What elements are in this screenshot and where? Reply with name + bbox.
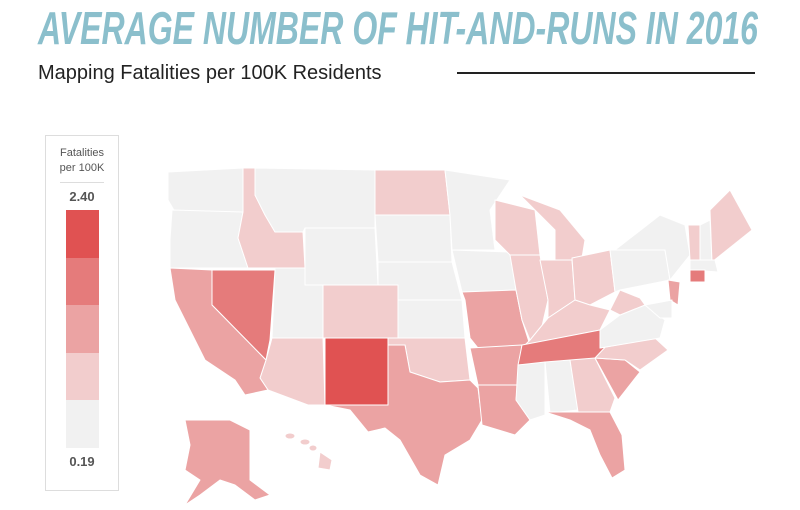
legend-swatch <box>66 352 99 400</box>
region <box>451 249 517 293</box>
legend-swatch <box>66 400 99 448</box>
legend-swatch <box>66 305 99 353</box>
region <box>667 279 681 306</box>
legend-swatch <box>66 257 99 305</box>
region <box>374 214 453 263</box>
region <box>644 299 673 319</box>
region <box>544 411 626 479</box>
region <box>322 284 399 339</box>
legend: Fatalities per 100K 2.40 0.19 <box>45 135 119 491</box>
legend-max: 2.40 <box>69 189 95 204</box>
region <box>169 267 269 396</box>
region <box>689 269 706 283</box>
region <box>317 451 333 471</box>
region <box>444 169 511 251</box>
region <box>254 167 376 233</box>
region <box>169 209 249 269</box>
region <box>167 167 244 213</box>
region <box>308 444 318 452</box>
region <box>184 419 271 506</box>
region <box>609 289 646 316</box>
region <box>374 169 451 216</box>
us-map <box>167 167 753 506</box>
region <box>259 337 326 406</box>
legend-min: 0.19 <box>69 453 95 469</box>
region <box>304 227 379 286</box>
region <box>299 438 311 446</box>
region <box>709 189 753 263</box>
region <box>569 357 616 413</box>
region <box>515 361 546 421</box>
legend-rule <box>60 182 104 183</box>
region <box>324 344 483 486</box>
region <box>469 344 523 386</box>
region <box>284 432 296 440</box>
region <box>687 224 701 261</box>
region <box>609 249 671 293</box>
subtitle: Mapping Fatalities per 100K Residents <box>38 62 382 84</box>
legend-swatch <box>66 210 99 258</box>
title: AVERAGE NUMBER OF HIT-AND-RUNS IN 2016 <box>37 2 758 54</box>
region <box>689 259 719 273</box>
region <box>324 337 389 406</box>
region <box>397 299 466 339</box>
region <box>571 249 616 306</box>
legend-title: Fatalities per 100K <box>59 147 105 174</box>
legend-swatches <box>46 210 118 448</box>
